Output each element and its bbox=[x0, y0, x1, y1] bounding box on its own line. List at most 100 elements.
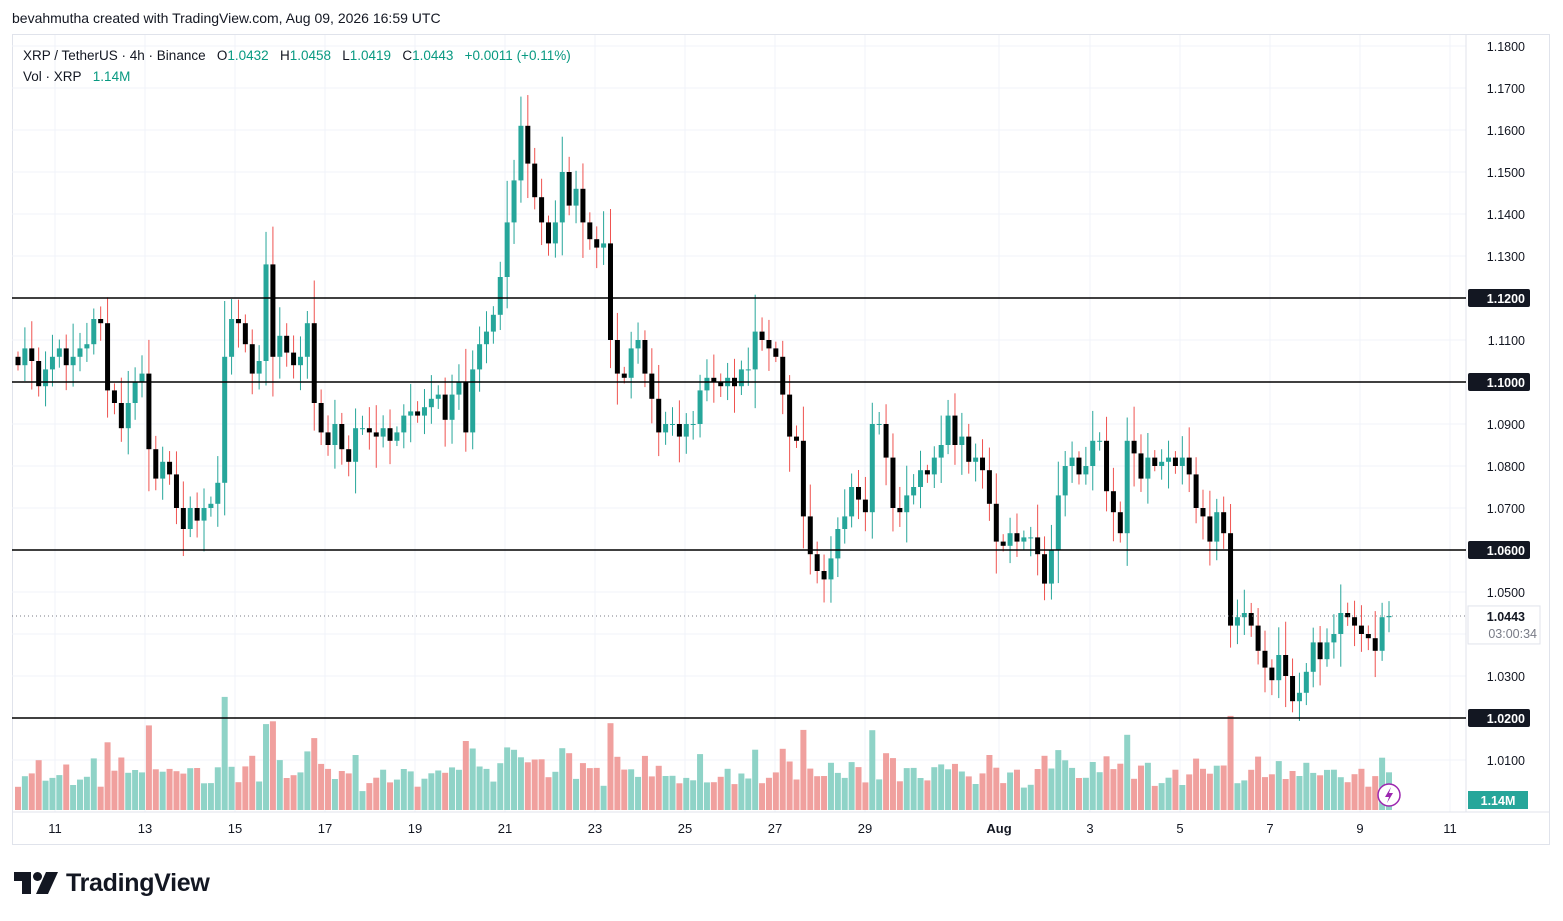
volume-bar bbox=[504, 747, 511, 810]
candle-body bbox=[49, 356, 55, 370]
time-tick-label: 3 bbox=[1086, 821, 1093, 836]
volume-bar bbox=[745, 778, 752, 810]
candle-body bbox=[346, 449, 352, 462]
candle-body bbox=[470, 369, 476, 433]
volume-bar bbox=[387, 782, 394, 810]
candle-body bbox=[904, 495, 910, 513]
volume-bar bbox=[655, 765, 662, 810]
candle-body bbox=[539, 197, 545, 223]
volume-bar bbox=[531, 759, 538, 810]
volume-bar bbox=[428, 773, 435, 810]
candle-body bbox=[291, 352, 297, 366]
candle-body bbox=[1262, 650, 1268, 668]
volume-label[interactable]: Vol · XRP bbox=[23, 69, 82, 84]
candle-body bbox=[1069, 457, 1075, 466]
volume-bar bbox=[538, 759, 545, 810]
candle-body bbox=[1035, 537, 1041, 555]
candle-body bbox=[745, 369, 751, 371]
volume-bar bbox=[1186, 774, 1193, 810]
volume-bar bbox=[614, 756, 621, 810]
volume-bar bbox=[1365, 786, 1372, 810]
candle-body bbox=[242, 323, 248, 345]
high-value: 1.0458 bbox=[289, 48, 331, 63]
candle-body bbox=[1179, 457, 1185, 466]
candle-body bbox=[22, 348, 28, 366]
volume-bar bbox=[1261, 777, 1268, 810]
volume-bar bbox=[586, 768, 593, 810]
candle-body bbox=[1221, 512, 1227, 534]
time-tick-label: 21 bbox=[498, 821, 512, 836]
volume-bar bbox=[201, 783, 208, 810]
candle-body bbox=[139, 373, 145, 382]
candle-body bbox=[518, 125, 524, 181]
volume-bar bbox=[263, 724, 270, 810]
volume-bar bbox=[462, 741, 469, 810]
candle-body bbox=[580, 188, 586, 223]
candle-body bbox=[415, 411, 421, 416]
candle-body bbox=[421, 407, 427, 416]
open-label: O bbox=[216, 48, 228, 63]
volume-bar bbox=[187, 768, 194, 810]
volume-bar bbox=[979, 773, 986, 810]
candle-body bbox=[1200, 508, 1206, 517]
candle-body bbox=[249, 344, 255, 374]
lightning-icon[interactable] bbox=[1377, 783, 1401, 807]
volume-bar bbox=[28, 773, 35, 810]
volume-bar bbox=[497, 763, 504, 810]
tradingview-logo[interactable]: TradingView bbox=[14, 868, 210, 898]
volume-bar bbox=[318, 763, 325, 810]
candle-body bbox=[766, 340, 772, 349]
candle-body bbox=[952, 415, 958, 445]
symbol-label[interactable]: XRP / TetherUS · 4h · Binance bbox=[23, 48, 206, 63]
time-tick-label: 9 bbox=[1356, 821, 1363, 836]
volume-bar bbox=[841, 777, 848, 810]
volume-bar bbox=[152, 769, 159, 810]
candle-body bbox=[628, 348, 634, 378]
volume-bar bbox=[1048, 768, 1055, 810]
open-value: 1.0432 bbox=[227, 48, 269, 63]
volume-bar bbox=[1013, 769, 1020, 810]
candle-body bbox=[1386, 615, 1392, 618]
time-tick-label: 29 bbox=[858, 821, 872, 836]
candle-body bbox=[1317, 642, 1323, 660]
volume-bar bbox=[242, 766, 249, 810]
volume-bar bbox=[993, 767, 1000, 810]
candle-body bbox=[1207, 516, 1213, 542]
candle-body bbox=[1097, 440, 1103, 442]
candle-body bbox=[1276, 655, 1282, 681]
volume-bar bbox=[779, 748, 786, 810]
candle-body bbox=[1283, 655, 1289, 676]
chart-frame[interactable] bbox=[12, 34, 1550, 845]
volume-bar bbox=[304, 751, 311, 810]
candle-body bbox=[918, 470, 924, 487]
candle-body bbox=[111, 390, 117, 403]
candle-body bbox=[759, 331, 765, 340]
volume-bar bbox=[889, 758, 896, 810]
candle-body bbox=[173, 474, 179, 508]
volume-bar bbox=[545, 777, 552, 810]
volume-bar bbox=[118, 757, 125, 810]
volume-bar bbox=[455, 769, 462, 810]
candle-body bbox=[780, 356, 786, 395]
volume-bar bbox=[1131, 778, 1138, 810]
candle-body bbox=[1269, 667, 1275, 681]
volume-bar bbox=[180, 773, 187, 810]
candle-body bbox=[215, 482, 221, 504]
volume-bar bbox=[965, 776, 972, 810]
candle-body bbox=[208, 503, 214, 508]
candle-body bbox=[435, 394, 441, 399]
candle-body bbox=[394, 432, 400, 441]
volume-bar bbox=[42, 780, 49, 810]
price-tick-label: 1.0300 bbox=[1487, 670, 1525, 684]
candle-body bbox=[284, 335, 290, 353]
candle-body bbox=[43, 369, 49, 387]
price-tick-label: 1.1700 bbox=[1487, 82, 1525, 96]
last-price-marker-bg bbox=[1467, 605, 1541, 645]
volume-bar bbox=[579, 763, 586, 810]
candle-body bbox=[91, 319, 97, 345]
candle-body bbox=[277, 335, 283, 357]
candle-body bbox=[959, 436, 965, 445]
price-tick-label: 1.1300 bbox=[1487, 250, 1525, 264]
volume-bar bbox=[173, 771, 180, 810]
